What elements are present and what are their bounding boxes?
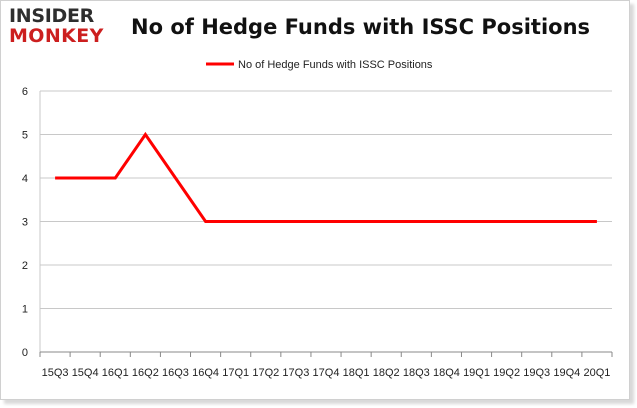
x-tick-label: 16Q2 bbox=[132, 367, 159, 379]
x-tick-label: 17Q1 bbox=[222, 367, 249, 379]
x-tick-label: 17Q4 bbox=[313, 367, 340, 379]
chart-frame: INSIDER MONKEY No of Hedge Funds with IS… bbox=[0, 0, 630, 400]
x-tick-label: 16Q1 bbox=[102, 367, 129, 379]
x-tick-label: 18Q3 bbox=[403, 367, 430, 379]
legend-label: No of Hedge Funds with ISSC Positions bbox=[238, 59, 433, 71]
y-tick-label: 0 bbox=[22, 347, 28, 359]
x-tick-label: 16Q4 bbox=[192, 367, 219, 379]
x-tick-label: 16Q3 bbox=[162, 367, 189, 379]
x-tick-label: 18Q2 bbox=[373, 367, 400, 379]
x-tick-label: 15Q3 bbox=[42, 367, 69, 379]
x-tick-label: 19Q4 bbox=[553, 367, 580, 379]
x-tick-label: 20Q1 bbox=[583, 367, 610, 379]
y-tick-label: 1 bbox=[22, 304, 28, 316]
x-tick-label: 18Q1 bbox=[343, 367, 370, 379]
x-tick-label: 19Q2 bbox=[493, 367, 520, 379]
y-tick-label: 3 bbox=[22, 217, 28, 229]
logo-line-2: MONKEY bbox=[9, 25, 104, 47]
y-tick-label: 6 bbox=[22, 86, 28, 98]
chart-title: No of Hedge Funds with ISSC Positions bbox=[131, 15, 591, 39]
x-tick-label: 19Q3 bbox=[523, 367, 550, 379]
y-tick-label: 5 bbox=[22, 130, 28, 142]
y-tick-label: 4 bbox=[22, 173, 28, 185]
series-line bbox=[55, 131, 597, 223]
x-tick-label: 18Q4 bbox=[433, 367, 460, 379]
x-tick-label: 15Q4 bbox=[72, 367, 99, 379]
y-tick-label: 2 bbox=[22, 260, 28, 272]
insider-monkey-logo: INSIDER MONKEY bbox=[9, 7, 119, 46]
logo-line-1: INSIDER bbox=[9, 5, 95, 27]
x-tick-label: 17Q3 bbox=[282, 367, 309, 379]
x-tick-label: 17Q2 bbox=[252, 367, 279, 379]
x-tick-label: 19Q1 bbox=[463, 367, 490, 379]
